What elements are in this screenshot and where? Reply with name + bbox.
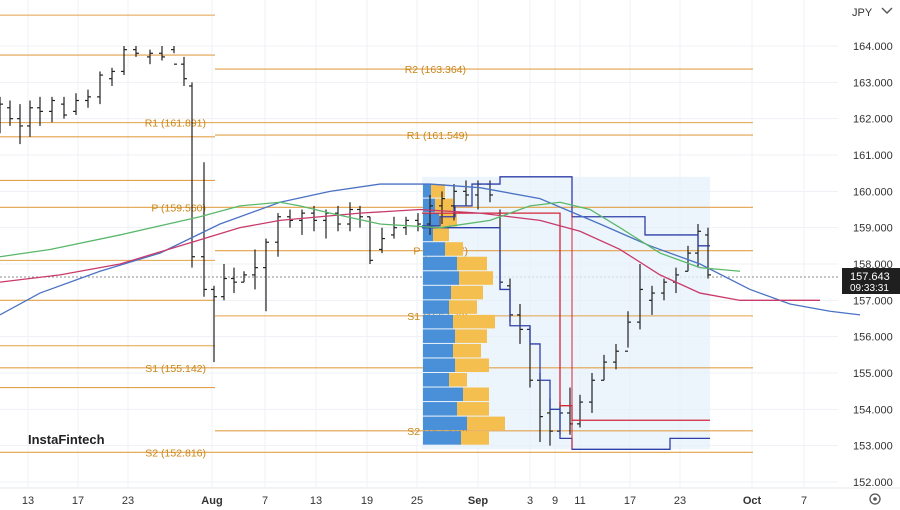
time-axis-label: 3 [527,495,533,507]
volume-bar-buy [423,343,453,358]
moving-average-line [0,208,820,301]
volume-bar-buy [423,373,449,387]
volume-bar-sell [455,358,489,372]
volume-bar-buy [423,387,463,402]
time-axis-label: 19 [361,495,373,507]
volume-bar-buy [423,256,457,271]
volume-bar-sell [435,198,453,213]
volume-bar-buy [423,431,461,445]
chevron-down-icon[interactable] [881,7,893,14]
time-axis[interactable]: 13 17 23 Aug 7 13 19 25 Sep 3 9 11 17 23 Oct 7 [0,487,900,507]
volume-bar-buy [423,329,455,343]
time-axis-label: 25 [411,495,423,507]
volume-bar-buy [423,227,433,242]
time-axis-label: Oct [743,495,762,507]
level-label: R2 (163.364) [405,64,466,76]
volume-bar-sell [457,256,487,271]
time-axis-label: 17 [72,495,84,507]
volume-bar-sell [463,387,489,402]
volume-bar-sell [453,314,495,329]
volume-bar-buy [423,213,439,227]
level-label: R1 (161.891) [145,118,206,130]
level-label: S1 (155.142) [145,363,206,375]
time-axis-label: Sep [468,495,488,507]
volume-bar-buy [423,285,451,300]
time-axis-label: 17 [624,495,636,507]
volume-bar-sell [451,285,483,300]
volume-profile [423,184,505,445]
volume-bar-sell [455,329,487,343]
volume-bar-buy [423,242,445,256]
volume-bar-sell [433,227,449,242]
volume-bar-buy [423,184,431,198]
price-axis-label: 160.000 [853,186,893,198]
price-axis-label: 152.000 [853,477,893,489]
price-axis-label: 156.000 [853,332,893,344]
time-axis-label: 13 [22,495,34,507]
price-axis-label: 154.000 [853,404,893,416]
price-axis-label: 162.000 [853,114,893,126]
time-axis-label: 7 [801,495,807,507]
time-axis-label: 23 [122,495,134,507]
time-axis-label: Aug [201,495,222,507]
price-axis-label: 155.000 [853,368,893,380]
moving-average-line [0,201,741,272]
current-price-badge [842,268,900,294]
time-axis-label: 13 [310,495,322,507]
moving-average-line [0,183,861,316]
volume-bar-buy [423,271,459,285]
price-axis-label: 159.000 [853,223,893,235]
price-axis-label: 157.000 [853,295,893,307]
volume-bar-buy [423,358,455,372]
price-axis-label: 153.000 [853,441,893,453]
volume-bar-buy [423,198,435,213]
current-price-value: 157.643 [850,271,890,283]
channel-line [422,227,710,450]
volume-bar-buy [423,300,449,314]
moving-averages [0,176,861,450]
volume-bar-sell [445,242,463,256]
volume-bar-buy [423,402,457,416]
volume-bar-buy [423,314,453,329]
time-axis-label: 23 [674,495,686,507]
time-axis-label: 11 [574,495,585,507]
settings-icon[interactable] [869,493,881,505]
volume-bar-sell [449,300,477,314]
volume-bar-sell [467,416,505,431]
price-axis-label: 161.000 [853,150,893,162]
volume-bar-buy [423,416,467,431]
volume-bar-sell [431,184,445,198]
level-label: S2 (152.816) [145,447,206,459]
level-label: R1 (161.549) [407,130,468,142]
brand-watermark: InstaFintech [28,432,105,447]
volume-bar-sell [449,373,467,387]
time-axis-label: 9 [552,495,558,507]
volume-bar-sell [461,431,489,445]
channel-line [422,176,710,247]
price-axis-label: 163.000 [853,77,893,89]
currency-label: JPY [852,7,873,19]
volume-bar-sell [459,271,493,285]
volume-bar-sell [453,343,481,358]
price-axis[interactable]: 152.000 153.000 154.000 155.000 156.000 157.0… [853,41,893,489]
price-axis-label: 164.000 [853,41,893,53]
volume-bar-sell [457,402,489,416]
candle-countdown: 09:33:31 [850,283,889,294]
channel-line [422,212,710,421]
level-label: P (159.560) [151,202,206,214]
time-axis-label: 7 [262,495,268,507]
